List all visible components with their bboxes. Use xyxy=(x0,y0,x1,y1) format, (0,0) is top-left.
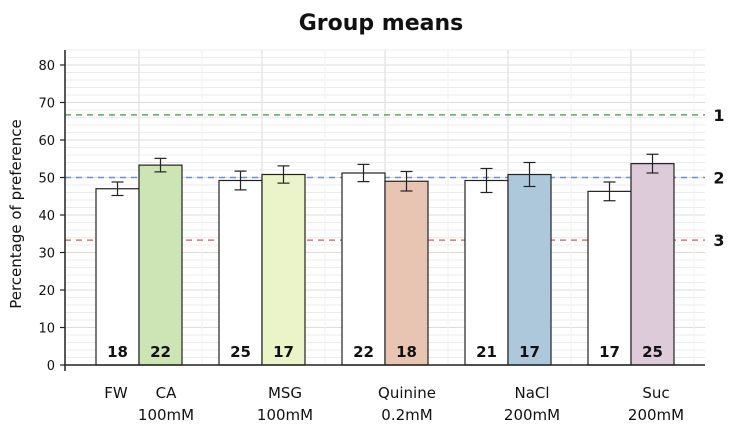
sample-size-label: 17 xyxy=(273,343,294,361)
sample-size-label: 25 xyxy=(230,343,251,361)
reference-line-label: 2 xyxy=(713,169,724,188)
y-tick-label: 80 xyxy=(38,59,55,74)
category-label: 200mM xyxy=(628,406,684,424)
sample-size-label: 18 xyxy=(107,343,128,361)
y-tick-label: 40 xyxy=(38,209,55,224)
y-tick-label: 20 xyxy=(38,284,55,299)
bar xyxy=(95,188,140,366)
y-axis-label: Percentage of preference xyxy=(7,119,25,309)
y-tick-label: 30 xyxy=(38,247,55,262)
bar xyxy=(464,179,509,366)
bar xyxy=(138,164,183,366)
y-tick-label: 70 xyxy=(38,97,55,112)
sample-size-label: 22 xyxy=(353,343,374,361)
bar xyxy=(630,163,675,366)
bar xyxy=(507,173,552,366)
category-label: FW xyxy=(104,384,128,402)
bar xyxy=(261,173,306,366)
category-label: 200mM xyxy=(504,406,560,424)
category-label: MSG xyxy=(268,384,302,402)
sample-size-label: 21 xyxy=(476,343,497,361)
category-label: Suc xyxy=(642,384,669,402)
y-tick-label: 0 xyxy=(47,359,55,374)
sample-size-label: 22 xyxy=(150,343,171,361)
category-label: 0.2mM xyxy=(381,406,432,424)
sample-size-label: 17 xyxy=(519,343,540,361)
bars: 18 22 25 17 22 18 21 17 17 25 xyxy=(95,153,675,366)
sample-size-label: 18 xyxy=(396,343,417,361)
chart-title: Group means xyxy=(299,11,464,36)
axes: 0 10 20 30 40 50 60 70 80 FW CA 100mM MSG 100mM Quinin… xyxy=(38,50,705,424)
sample-size-label: 25 xyxy=(642,343,663,361)
category-label: 100mM xyxy=(257,406,313,424)
category-label: 100mM xyxy=(138,406,194,424)
sample-size-label: 17 xyxy=(599,343,620,361)
category-label: NaCl xyxy=(514,384,549,402)
bar xyxy=(341,172,386,366)
y-tick-label: 10 xyxy=(38,322,55,337)
bar xyxy=(587,190,632,366)
y-tick-label: 50 xyxy=(38,172,55,187)
reference-line-label: 3 xyxy=(713,231,724,250)
category-label: Quinine xyxy=(378,384,436,402)
reference-line-label: 1 xyxy=(713,106,724,125)
category-label: CA xyxy=(156,384,177,402)
y-tick-label: 60 xyxy=(38,134,55,149)
bar xyxy=(218,179,263,366)
bar xyxy=(384,180,429,366)
